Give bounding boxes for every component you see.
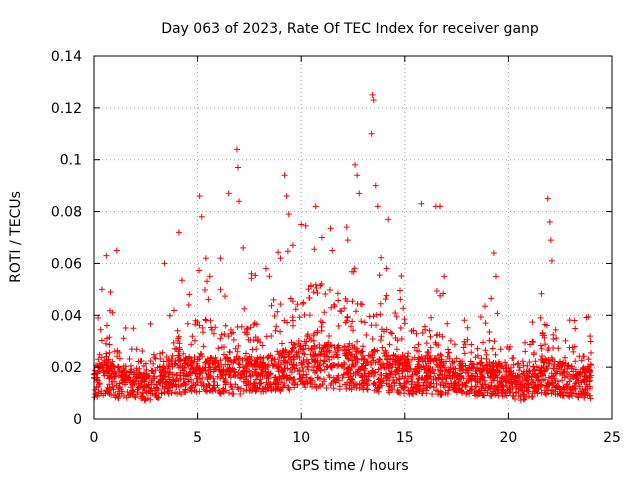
roti-point [198,213,205,220]
roti-point [298,221,305,228]
roti-point [352,161,359,168]
roti-point [418,200,425,207]
roti-point [235,164,242,171]
roti-point [544,195,551,202]
roti-point [385,216,392,223]
x-tick-label: 5 [193,430,202,446]
roti-point [318,234,325,241]
roti-point [109,309,116,316]
roti-point [281,172,288,179]
roti-point [233,146,240,153]
roti-point [225,190,232,197]
roti-point [277,255,284,262]
roti-point [547,237,554,244]
roti-point [175,229,182,236]
roti-point [441,273,448,280]
roti-point [161,260,168,267]
roti-point [571,317,578,324]
roti-point [285,211,292,218]
roti-point [490,250,497,257]
roti-point [113,247,120,254]
roti-point [107,288,114,295]
y-tick-label: 0.14 [51,49,82,65]
roti-point [370,97,377,104]
roti-point [248,270,255,277]
roti-point [312,203,319,210]
roti-point [329,247,336,254]
roti-point [356,190,363,197]
y-tick-label: 0.12 [51,101,82,117]
roti-point [374,203,381,210]
roti-point [548,257,555,264]
y-tick-label: 0.02 [51,360,82,376]
roti-point [240,244,247,251]
roti-point [437,203,444,210]
data-points [91,91,595,404]
x-tick-label: 0 [90,430,99,446]
roti-point [103,252,110,259]
roti-point [236,198,243,205]
roti-point [343,224,350,231]
roti-point [369,91,376,98]
y-tick-label: 0.06 [51,256,82,272]
y-tick-label: 0.08 [51,205,82,221]
x-tick-label: 15 [396,430,414,446]
x-tick-label: 20 [499,430,517,446]
roti-point [372,182,379,189]
y-tick-label: 0.04 [51,308,82,324]
grid-lines [94,56,612,419]
roti-point [196,193,203,200]
tick-labels: 0 5 10 15 20 25 0 0.02 0.04 0.06 0.08 0.1 0.12 0.14 [51,49,621,446]
x-tick-label: 10 [292,430,310,446]
axis-ticks [93,55,613,420]
plot-frame [93,55,613,420]
roti-point [95,314,102,321]
roti-point [289,242,296,249]
roti-point [492,273,499,280]
x-tick-label: 25 [603,430,621,446]
roti-point [354,172,361,179]
chart-title: Day 063 of 2023, Rate Of TEC Index for r… [161,21,539,37]
roti-point [217,255,224,262]
x-axis-title: GPS time / hours [291,458,408,474]
y-axis-title: ROTI / TECUs [8,191,24,283]
roti-point [283,193,290,200]
roti-point [130,325,137,332]
roti-point [186,291,193,298]
roti-point [202,255,209,262]
roti-point [262,265,269,272]
y-tick-label: 0 [73,412,82,428]
y-tick-label: 0.1 [60,153,82,169]
roti-point [546,218,553,225]
roti-point [368,130,375,137]
